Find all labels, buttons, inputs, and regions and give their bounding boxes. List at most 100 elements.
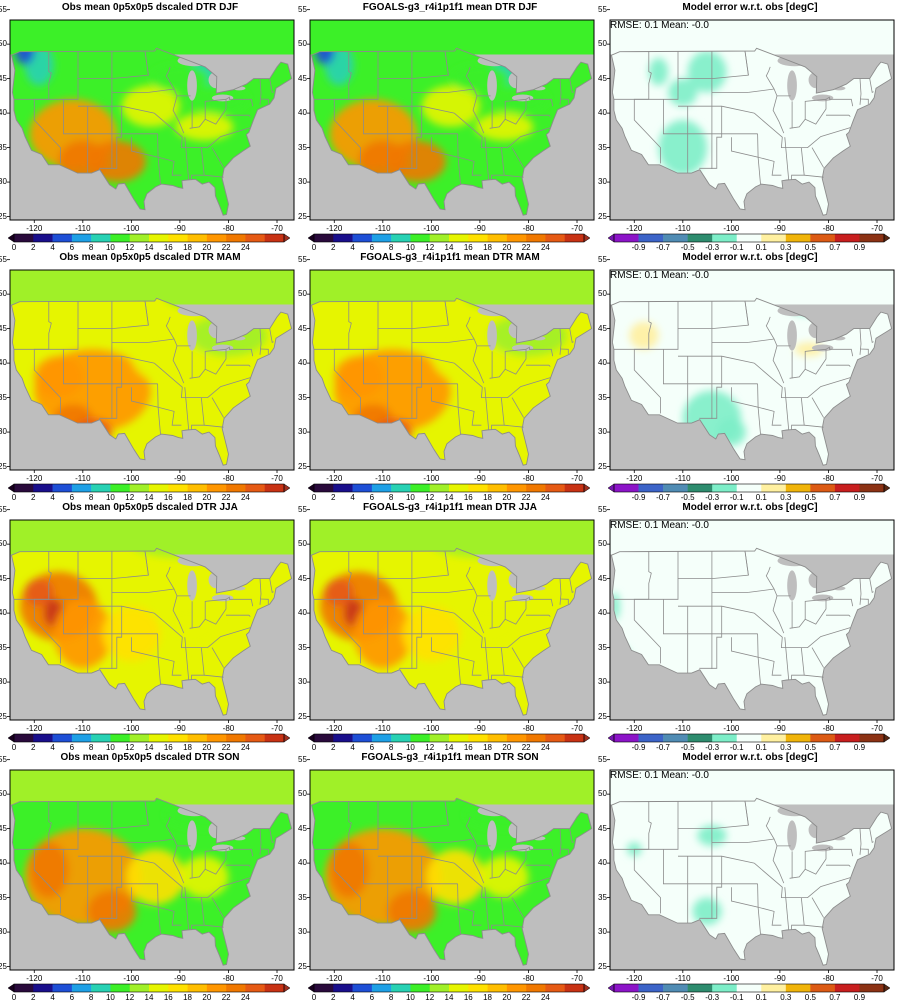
field-patch [658,120,708,176]
state-border [784,887,790,931]
colorbar-low-arrow [307,483,315,493]
state-border [699,606,723,669]
colorbar-label: 18 [183,743,193,752]
state-border [791,897,805,930]
colorbar-label: 0 [11,743,17,752]
colorbar-high-arrow [583,483,591,493]
state-border [457,633,482,676]
state-border [826,364,851,367]
colorbar-label: -0.9 [631,243,646,252]
colorbar-label: 0.9 [853,993,866,1002]
colorbar-swatch [226,234,246,242]
north-band [310,270,594,305]
state-border [772,95,785,134]
state-border [211,897,224,918]
lat-tick-label: 35 [0,642,7,652]
state-border [753,862,851,898]
state-border [465,816,475,840]
lat-tick-label: 25 [298,961,307,971]
colorbar-label: 24 [540,993,550,1002]
lat-tick-label: 45 [0,73,7,83]
colorbar-label: 20 [502,493,512,502]
colorbar-swatch [859,234,885,242]
state-border [859,98,869,105]
colorbar-swatch [91,484,111,492]
colorbar-frame [613,733,885,743]
colorbar-label: 16 [463,493,473,502]
colorbar-swatch [333,234,353,242]
state-border [772,345,785,384]
colorbar-swatch [352,984,373,992]
state-border [559,828,562,855]
lat-tick-label: 25 [298,711,307,721]
field-patch [160,606,219,648]
colorbar-swatch [429,984,450,992]
colorbar-label: 22 [521,743,531,752]
colorbar-swatch [449,484,469,492]
colorbar-swatch [736,984,762,992]
lon-tick-label: -70 [871,224,883,233]
lat-tick-label: 45 [0,573,7,583]
north-band [610,270,894,305]
lake [477,305,512,317]
colorbar-swatch [545,734,566,742]
lon-tick-label: -80 [522,724,535,733]
lon-tick-label: -110 [375,224,391,233]
state-border [825,346,854,357]
state-border [204,348,227,370]
state-border [484,387,490,431]
colorbar-swatch [352,734,373,742]
state-border [99,356,123,419]
colorbar-label: 2 [31,493,36,502]
rmse-annotation: RMSE: 0.1 Mean: -0.0 [610,20,709,31]
colorbar-swatch [687,234,713,242]
lon-tick-label: -120 [626,724,643,733]
lon-tick-label: -70 [571,474,583,483]
lat-tick-label: 55 [598,4,607,14]
lake [777,555,812,567]
colorbar-swatch [314,484,334,492]
colorbar-frame [13,233,285,243]
colorbar-svg [607,733,891,743]
lon-tick-label: -80 [522,474,535,483]
colorbar-swatch [638,734,664,742]
state-border [504,348,527,370]
colorbar-swatch [371,484,392,492]
lon-tick-label: -70 [271,474,283,483]
rmse-annotation: RMSE: 0.1 Mean: -0.0 [610,520,709,531]
map-svg [7,509,295,723]
panel-title: Model error w.r.t. obs [degC] [682,2,818,13]
colorbar-label: -0.3 [705,493,720,502]
lat-tick-label: 50 [298,39,307,49]
map-panel-obs-mam: Obs mean 0p5x0p5 dscaled DTR MAM 25 30 35 40… [0,250,300,502]
field-layer [11,48,292,216]
lake [811,844,834,852]
state-border [869,328,874,343]
lake [832,586,846,591]
state-border [804,598,827,620]
state-border [784,637,790,681]
state-border [804,924,824,928]
colorbar-label: 18 [483,993,493,1002]
state-border [259,848,269,855]
lon-tick-label: -120 [26,724,43,733]
lon-tick-label: -100 [423,724,440,733]
lake [511,844,534,852]
lat-tick-label: 25 [298,461,307,471]
coastline [10,547,293,716]
lake [487,820,497,851]
colorbar-label: 22 [221,743,231,752]
colorbar-label: 0.7 [829,243,841,252]
map-svg [307,509,595,723]
lat-tick-label: 55 [598,254,607,264]
colorbar-label: 24 [540,743,550,752]
colorbar-label: 0 [311,743,317,752]
state-border [448,338,491,347]
state-border [131,137,161,185]
colorbar-swatch [33,734,53,742]
colorbar-label: 10 [405,243,415,252]
colorbar-frame [13,483,285,493]
map-plot: 25 30 35 40 45 50 55 -120 -110 -100 -90 -80 -70 [0,255,295,483]
colorbar-swatch [149,484,169,492]
state-border [148,588,191,597]
